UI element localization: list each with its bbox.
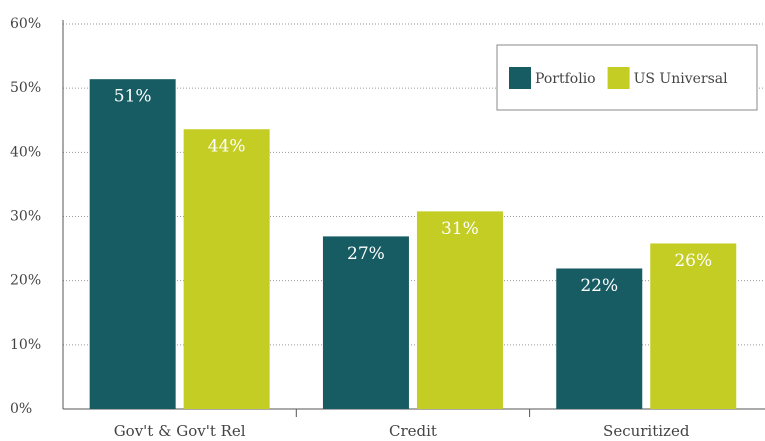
legend-swatch <box>607 67 630 89</box>
bar <box>416 211 503 409</box>
y-tick-label: 50% <box>10 80 41 96</box>
legend-label: US Universal <box>634 71 729 87</box>
x-tick-label: Gov't & Gov't Rel <box>114 422 246 440</box>
y-tick-label: 40% <box>10 144 41 160</box>
legend-swatch <box>509 67 531 89</box>
y-tick-label: 20% <box>10 273 41 289</box>
value-label: 22% <box>580 276 618 296</box>
y-tick-label: 10% <box>10 337 41 353</box>
value-label: 31% <box>441 219 479 239</box>
bar <box>183 129 270 409</box>
value-label: 27% <box>347 244 385 264</box>
bar <box>650 243 737 409</box>
legend-label: Portfolio <box>535 71 596 87</box>
value-label: 26% <box>674 251 712 271</box>
y-tick-label: 0% <box>10 401 32 417</box>
x-tick-label: Credit <box>389 422 437 440</box>
value-label: 51% <box>114 87 152 107</box>
value-label: 44% <box>208 137 246 157</box>
bar <box>322 236 409 409</box>
bar <box>556 268 643 409</box>
x-tick-label: Securitized <box>603 422 690 440</box>
y-tick-label: 60% <box>10 16 41 32</box>
bar <box>89 79 176 409</box>
y-tick-label: 30% <box>10 209 41 225</box>
